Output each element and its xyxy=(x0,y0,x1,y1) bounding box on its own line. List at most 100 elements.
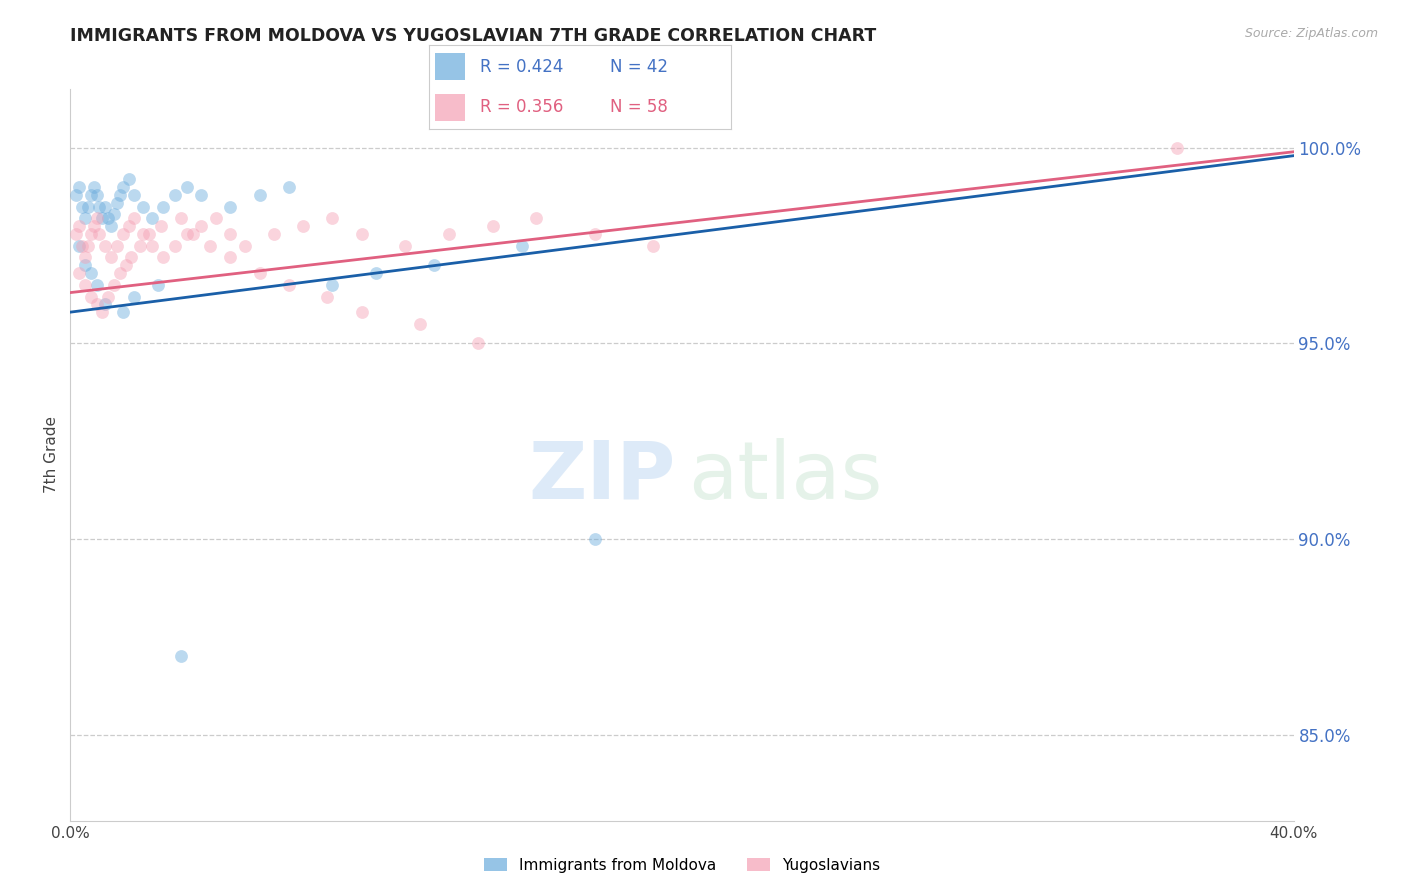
Point xyxy=(105,238,128,252)
Point xyxy=(233,238,256,252)
Point xyxy=(89,200,111,214)
Bar xyxy=(434,54,465,80)
Point xyxy=(124,211,146,226)
Point xyxy=(437,227,460,241)
Point xyxy=(176,180,198,194)
Point xyxy=(94,200,117,214)
Text: R = 0.356: R = 0.356 xyxy=(481,98,564,116)
Point xyxy=(73,258,96,272)
Point xyxy=(263,227,285,241)
Point xyxy=(117,219,139,233)
Point xyxy=(583,532,606,546)
Point xyxy=(524,211,547,226)
Point xyxy=(205,211,228,226)
Point xyxy=(70,238,93,252)
Point xyxy=(124,187,146,202)
Point xyxy=(86,277,108,292)
Point xyxy=(86,187,108,202)
Point xyxy=(124,289,146,303)
Point xyxy=(249,266,271,280)
Point xyxy=(141,211,163,226)
Point xyxy=(366,266,388,280)
Point xyxy=(121,251,143,265)
Point xyxy=(114,258,136,272)
Point xyxy=(111,180,134,194)
Point xyxy=(1166,141,1188,155)
Point xyxy=(394,238,416,252)
Point xyxy=(103,277,125,292)
Point xyxy=(641,238,664,252)
Point xyxy=(219,227,242,241)
Point xyxy=(67,238,90,252)
Point xyxy=(83,180,105,194)
Point xyxy=(152,200,174,214)
Text: R = 0.424: R = 0.424 xyxy=(481,58,564,76)
Point xyxy=(83,219,105,233)
Point xyxy=(249,187,271,202)
Point xyxy=(91,211,114,226)
Point xyxy=(409,317,432,331)
Point xyxy=(111,305,134,319)
Text: IMMIGRANTS FROM MOLDOVA VS YUGOSLAVIAN 7TH GRADE CORRELATION CHART: IMMIGRANTS FROM MOLDOVA VS YUGOSLAVIAN 7… xyxy=(70,27,876,45)
Text: N = 58: N = 58 xyxy=(610,98,668,116)
Point xyxy=(108,187,131,202)
Text: Source: ZipAtlas.com: Source: ZipAtlas.com xyxy=(1244,27,1378,40)
Point xyxy=(292,219,315,233)
Point xyxy=(321,211,343,226)
Text: atlas: atlas xyxy=(688,438,883,516)
Point xyxy=(350,227,373,241)
Point xyxy=(467,336,489,351)
Point xyxy=(67,219,90,233)
Point xyxy=(79,187,103,202)
Point xyxy=(176,227,198,241)
Point xyxy=(219,200,242,214)
Point xyxy=(73,277,96,292)
Point xyxy=(86,211,108,226)
Point xyxy=(170,649,193,664)
Point xyxy=(138,227,160,241)
Point xyxy=(165,187,187,202)
Point xyxy=(198,238,221,252)
Point xyxy=(91,305,114,319)
Text: ZIP: ZIP xyxy=(529,438,676,516)
Point xyxy=(152,251,174,265)
Point xyxy=(97,211,120,226)
Point xyxy=(583,227,606,241)
Point xyxy=(219,251,242,265)
Point xyxy=(510,238,533,252)
Point xyxy=(67,266,90,280)
Point xyxy=(67,180,90,194)
Point xyxy=(141,238,163,252)
Point xyxy=(481,219,503,233)
Point xyxy=(97,289,120,303)
Point xyxy=(73,211,96,226)
Point xyxy=(76,238,98,252)
Point xyxy=(165,238,187,252)
Legend: Immigrants from Moldova, Yugoslavians: Immigrants from Moldova, Yugoslavians xyxy=(478,852,886,879)
Point xyxy=(70,200,93,214)
Point xyxy=(79,227,103,241)
Point xyxy=(73,251,96,265)
Point xyxy=(132,200,155,214)
Point xyxy=(315,289,337,303)
Point xyxy=(277,277,299,292)
Y-axis label: 7th Grade: 7th Grade xyxy=(44,417,59,493)
Point xyxy=(94,238,117,252)
Point xyxy=(321,277,343,292)
Point xyxy=(423,258,446,272)
Point xyxy=(181,227,204,241)
Point xyxy=(350,305,373,319)
Point xyxy=(111,227,134,241)
Point xyxy=(277,180,299,194)
Point xyxy=(149,219,172,233)
Point xyxy=(76,200,98,214)
Point xyxy=(89,227,111,241)
Point xyxy=(129,238,152,252)
Point xyxy=(170,211,193,226)
Point xyxy=(79,289,103,303)
Point xyxy=(79,266,103,280)
Point xyxy=(190,219,212,233)
Bar xyxy=(434,94,465,120)
Point xyxy=(94,297,117,311)
Text: N = 42: N = 42 xyxy=(610,58,668,76)
